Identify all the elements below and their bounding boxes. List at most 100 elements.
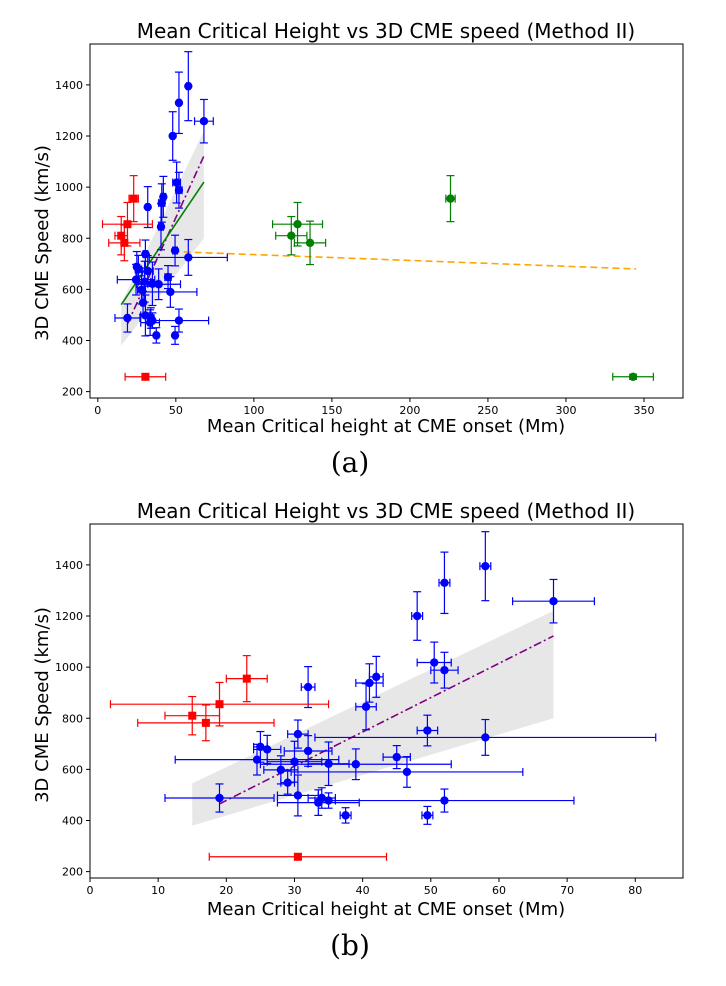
marker-circle bbox=[168, 131, 177, 141]
y-tick-label: 1200 bbox=[55, 130, 83, 143]
data-point bbox=[300, 666, 316, 709]
x-tick-label: 200 bbox=[399, 404, 420, 417]
data-point bbox=[287, 719, 309, 749]
marker-circle bbox=[199, 116, 209, 126]
data-point bbox=[225, 655, 268, 703]
data-point bbox=[411, 591, 424, 641]
x-tick-label: 60 bbox=[492, 884, 506, 897]
data-layer-a bbox=[101, 51, 654, 381]
marker-circle bbox=[152, 331, 161, 340]
data-point bbox=[156, 203, 166, 251]
data-point bbox=[421, 805, 434, 825]
marker-square bbox=[141, 372, 150, 381]
y-tick-label: 1000 bbox=[55, 181, 83, 194]
y-axis-label-a: 3D CME Speed (km/s) bbox=[32, 145, 53, 341]
data-point bbox=[140, 294, 151, 337]
x-axis-label-b: Mean Critical height at CME onset (Mm) bbox=[207, 899, 565, 920]
marker-circle bbox=[440, 578, 449, 587]
marker-circle bbox=[446, 194, 455, 203]
marker-circle bbox=[293, 219, 302, 229]
marker-circle bbox=[287, 231, 296, 240]
x-tick-label: 250 bbox=[477, 404, 498, 417]
panel-caption-b: (b) bbox=[330, 929, 370, 962]
fit-line bbox=[219, 635, 554, 805]
marker-circle bbox=[402, 767, 412, 777]
data-point bbox=[152, 327, 161, 344]
marker-circle bbox=[143, 266, 152, 276]
marker-square bbox=[188, 711, 197, 720]
x-tick-label: 350 bbox=[633, 404, 654, 417]
data-point bbox=[612, 372, 654, 381]
data-point bbox=[208, 852, 388, 861]
data-point bbox=[355, 683, 377, 731]
y-tick-label: 1400 bbox=[55, 79, 83, 92]
data-point bbox=[275, 215, 308, 256]
x-axis-label-a: Mean Critical height at CME onset (Mm) bbox=[207, 416, 565, 437]
data-point bbox=[445, 175, 456, 223]
marker-circle bbox=[263, 745, 272, 754]
confidence-band bbox=[121, 130, 204, 346]
plot-frame-a bbox=[89, 43, 684, 399]
data-point bbox=[168, 111, 177, 161]
y-tick-label: 200 bbox=[62, 866, 83, 879]
data-point bbox=[314, 788, 575, 813]
x-tick-label: 50 bbox=[169, 404, 183, 417]
marker-circle bbox=[145, 318, 155, 327]
x-tick-label: 40 bbox=[356, 884, 370, 897]
data-point bbox=[148, 308, 210, 333]
panel-a: Mean Critical Height vs 3D CME speed (Me… bbox=[32, 19, 684, 479]
x-tick-label: 10 bbox=[151, 884, 165, 897]
marker-circle bbox=[166, 287, 175, 297]
marker-circle bbox=[365, 678, 374, 688]
marker-circle bbox=[170, 331, 180, 340]
data-point bbox=[164, 695, 221, 736]
marker-circle bbox=[215, 793, 224, 803]
marker-circle bbox=[351, 760, 361, 769]
x-tick-label: 30 bbox=[287, 884, 301, 897]
marker-circle bbox=[303, 746, 313, 756]
x-tick-label: 0 bbox=[94, 404, 101, 417]
marker-square bbox=[120, 238, 129, 247]
marker-circle bbox=[481, 733, 490, 742]
data-point bbox=[271, 201, 324, 247]
data-point bbox=[157, 183, 166, 223]
data-point bbox=[174, 743, 340, 776]
data-point bbox=[511, 578, 595, 624]
marker-circle bbox=[440, 796, 449, 805]
data-point bbox=[280, 770, 296, 795]
marker-circle bbox=[423, 726, 432, 735]
marker-circle bbox=[293, 729, 303, 739]
data-point bbox=[368, 655, 384, 698]
fit-line bbox=[172, 250, 637, 270]
data-layer-b bbox=[109, 531, 657, 861]
y-tick-label: 200 bbox=[62, 386, 83, 399]
marker-square bbox=[117, 231, 126, 240]
data-point bbox=[416, 714, 439, 747]
marker-circle bbox=[276, 765, 286, 775]
y-tick-label: 600 bbox=[62, 283, 83, 296]
data-point bbox=[128, 175, 139, 223]
marker-circle bbox=[423, 811, 432, 820]
x-tick-label: 300 bbox=[555, 404, 576, 417]
marker-circle bbox=[628, 372, 638, 381]
marker-circle bbox=[392, 752, 401, 762]
marker-circle bbox=[156, 222, 166, 231]
marker-circle bbox=[293, 791, 303, 800]
data-point bbox=[108, 224, 141, 262]
y-tick-label: 800 bbox=[62, 232, 83, 245]
x-tick-label: 70 bbox=[560, 884, 574, 897]
x-tick-label: 100 bbox=[243, 404, 264, 417]
marker-square bbox=[215, 700, 224, 709]
data-point bbox=[314, 718, 657, 756]
marker-circle bbox=[283, 778, 292, 787]
marker-circle bbox=[174, 186, 184, 195]
y-tick-label: 400 bbox=[62, 334, 83, 347]
data-point bbox=[479, 531, 492, 602]
data-point bbox=[164, 783, 275, 813]
data-point bbox=[170, 234, 180, 267]
data-point bbox=[136, 268, 182, 301]
data-point bbox=[276, 789, 360, 816]
data-point bbox=[143, 186, 152, 229]
marker-circle bbox=[174, 316, 184, 325]
